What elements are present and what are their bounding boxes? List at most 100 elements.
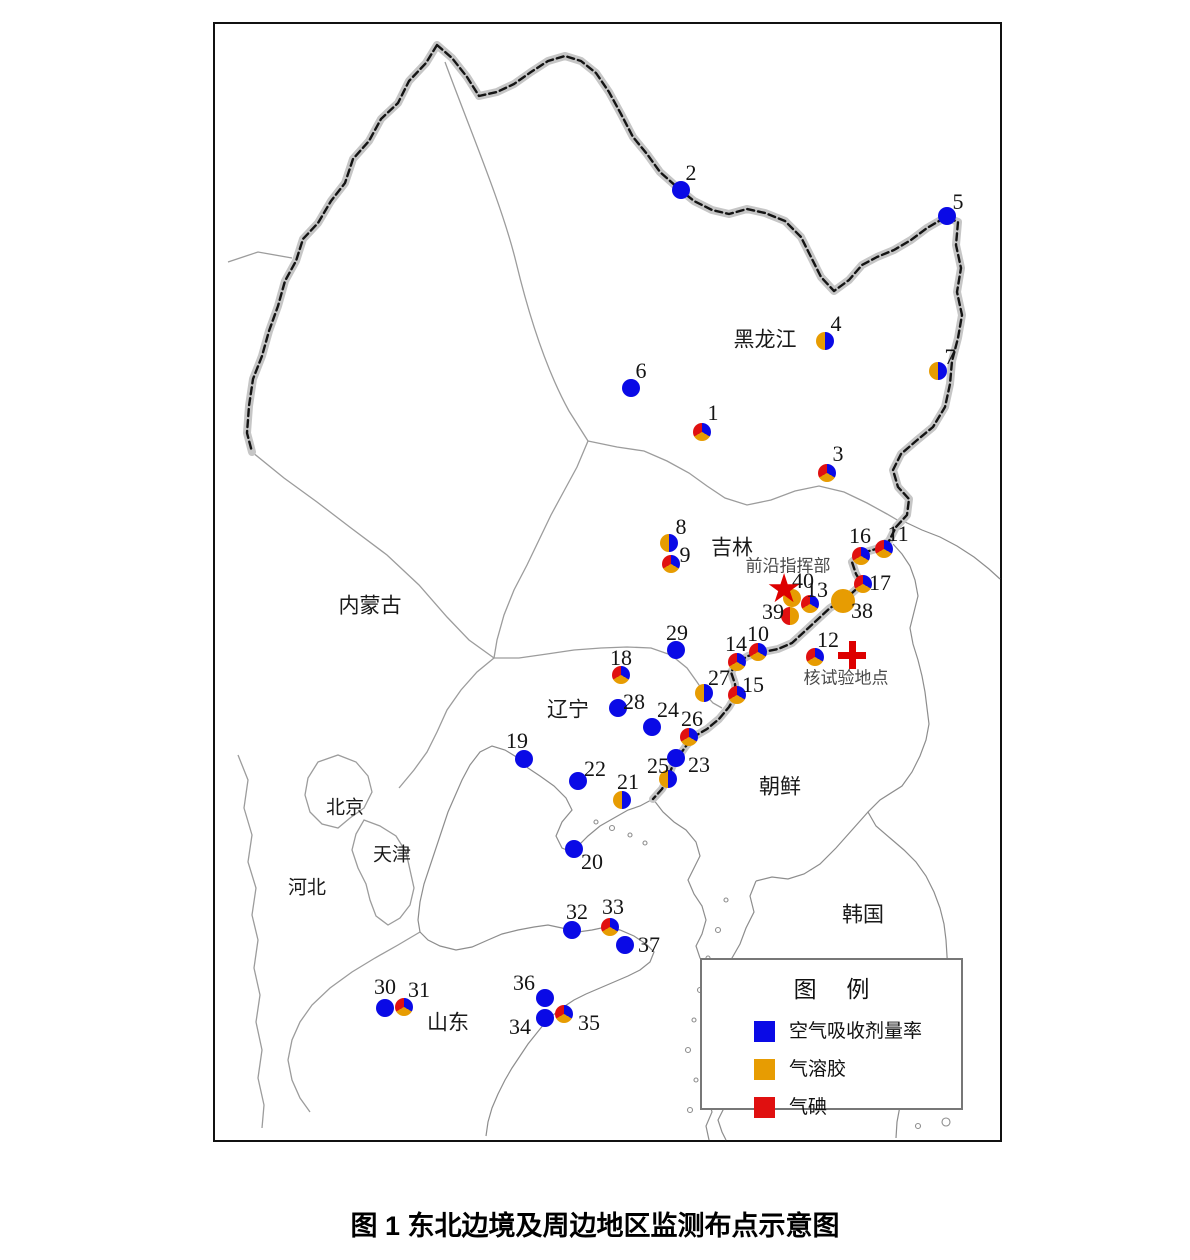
- monitoring-point-32-number: 32: [566, 899, 588, 924]
- legend-item-label: 空气吸收剂量率: [789, 1020, 923, 1042]
- region-label-韩国: 韩国: [842, 902, 884, 927]
- legend-item-label: 气溶胶: [789, 1058, 847, 1080]
- province-borders: [227, 61, 900, 1129]
- monitoring-point-25-dot: [659, 770, 677, 788]
- monitoring-point-17-number: 17: [869, 570, 891, 595]
- region-label-北京: 北京: [325, 797, 365, 819]
- monitoring-point-26-dot: [680, 728, 698, 746]
- monitoring-point-18-dot: [612, 666, 630, 684]
- legend-title: 图 例: [793, 977, 882, 1002]
- monitoring-point-5-dot: [938, 207, 956, 225]
- monitoring-point-21-number: 21: [617, 769, 639, 794]
- monitoring-point-36-dot: [536, 989, 554, 1007]
- monitoring-point-8-number: 8: [675, 514, 687, 539]
- monitoring-point-39-dot: [781, 607, 799, 625]
- monitoring-point-20-dot: [565, 840, 583, 858]
- monitoring-point-37-dot: [616, 936, 634, 954]
- monitoring-point-1-number: 1: [707, 400, 719, 425]
- monitoring-point-22-number: 22: [584, 756, 606, 781]
- region-label-辽宁: 辽宁: [547, 697, 589, 722]
- figure-caption: 图 1 东北边境及周边地区监测布点示意图: [350, 1211, 840, 1241]
- monitoring-point-29-number: 29: [666, 620, 688, 645]
- monitoring-point-39-number: 39: [762, 599, 784, 624]
- monitoring-point-34-number: 34: [509, 1014, 531, 1039]
- monitoring-point-33-dot: [601, 918, 619, 936]
- monitoring-point-9-number: 9: [679, 542, 691, 567]
- monitoring-point-13-number: 13: [806, 577, 828, 602]
- monitoring-point-38-number: 38: [851, 598, 873, 623]
- monitoring-point-15-dot: [728, 686, 746, 704]
- monitoring-point-25-number: 25: [647, 753, 669, 778]
- monitoring-point-7-dot: [929, 362, 947, 380]
- monitoring-point-22-dot: [569, 772, 587, 790]
- monitoring-point-35-number: 35: [578, 1010, 600, 1035]
- monitoring-point-27-dot: [695, 684, 713, 702]
- aerosol-swatch-icon: [754, 1058, 775, 1080]
- monitoring-point-34-dot: [536, 1009, 554, 1027]
- monitoring-point-18-number: 18: [610, 645, 632, 670]
- monitoring-point-37-number: 37: [638, 932, 660, 957]
- monitoring-point-12-number: 12: [817, 627, 839, 652]
- monitoring-point-14-dot: [728, 653, 746, 671]
- monitoring-point-13-dot: [801, 595, 819, 613]
- monitoring-point-36-number: 36: [513, 970, 535, 995]
- air-dose-rate-swatch-icon: [754, 1020, 775, 1042]
- monitoring-point-30-dot: [376, 999, 394, 1017]
- monitoring-point-6-dot: [622, 379, 640, 397]
- monitoring-point-6-number: 6: [635, 358, 647, 383]
- monitoring-point-24-dot: [643, 718, 661, 736]
- monitoring-point-19-dot: [515, 750, 533, 768]
- monitoring-point-1-dot: [693, 423, 711, 441]
- legend-item-label: 气碘: [789, 1096, 828, 1118]
- monitoring-point-40-number: 40: [792, 568, 814, 593]
- nuclear-test-site-cross-icon: [838, 641, 866, 669]
- region-label-内蒙古: 内蒙古: [338, 593, 402, 618]
- region-label-山东: 山东: [427, 1010, 469, 1035]
- region-label-吉林: 吉林: [711, 535, 753, 560]
- monitoring-point-21-dot: [613, 791, 631, 809]
- monitoring-point-28-number: 28: [623, 689, 645, 714]
- monitoring-point-27-number: 27: [708, 665, 730, 690]
- monitoring-point-12-dot: [806, 648, 824, 666]
- region-label-天津: 天津: [372, 844, 412, 866]
- monitoring-point-2-number: 2: [685, 160, 697, 185]
- monitoring-point-14-number: 14: [725, 631, 747, 656]
- monitoring-point-31-number: 31: [408, 977, 430, 1002]
- region-label-黑龙江: 黑龙江: [733, 327, 797, 352]
- monitoring-point-28-dot: [609, 699, 627, 717]
- monitoring-point-32-dot: [563, 921, 581, 939]
- command-post-label: 前沿指挥部: [745, 556, 831, 576]
- monitoring-point-4-number: 4: [830, 311, 842, 336]
- monitoring-point-19-number: 19: [506, 728, 528, 753]
- monitoring-point-5-number: 5: [952, 189, 964, 214]
- legend-item-air-dose-rate: 空气吸收剂量率: [754, 1020, 961, 1042]
- monitoring-point-8-dot: [660, 534, 678, 552]
- monitoring-point-23-number: 23: [688, 752, 710, 777]
- monitoring-point-11-dot: [875, 540, 893, 558]
- monitoring-point-4-dot: [816, 332, 834, 350]
- monitoring-point-7-number: 7: [944, 344, 956, 369]
- command-post-star-icon: ★: [766, 566, 802, 612]
- legend-item-aerosol: 气溶胶: [754, 1058, 961, 1080]
- monitoring-point-16-number: 16: [849, 523, 871, 548]
- monitoring-point-17-dot: [854, 575, 872, 593]
- monitoring-point-11-number: 11: [887, 521, 909, 546]
- monitoring-point-10-dot: [749, 643, 767, 661]
- monitoring-point-20-number: 20: [581, 849, 603, 874]
- cross-bar: [849, 641, 856, 669]
- monitoring-point-3-number: 3: [832, 441, 844, 466]
- monitoring-point-31-dot: [395, 998, 413, 1016]
- monitoring-point-33-number: 33: [602, 894, 624, 919]
- monitoring-point-24-number: 24: [657, 697, 679, 722]
- legend-box: 图 例 空气吸收剂量率 气溶胶 气碘: [700, 958, 963, 1118]
- monitoring-point-2-dot: [672, 181, 690, 199]
- monitoring-point-15-number: 15: [742, 672, 764, 697]
- monitoring-point-35-dot: [555, 1005, 573, 1023]
- region-label-河北: 河北: [287, 877, 327, 899]
- gaseous-iodine-swatch-icon: [754, 1096, 775, 1118]
- monitoring-point-30-number: 30: [374, 974, 396, 999]
- nuclear-test-site-label: 核试验地点: [803, 668, 889, 688]
- monitoring-point-3-dot: [818, 464, 836, 482]
- legend-item-gaseous-iodine: 气碘: [754, 1096, 961, 1118]
